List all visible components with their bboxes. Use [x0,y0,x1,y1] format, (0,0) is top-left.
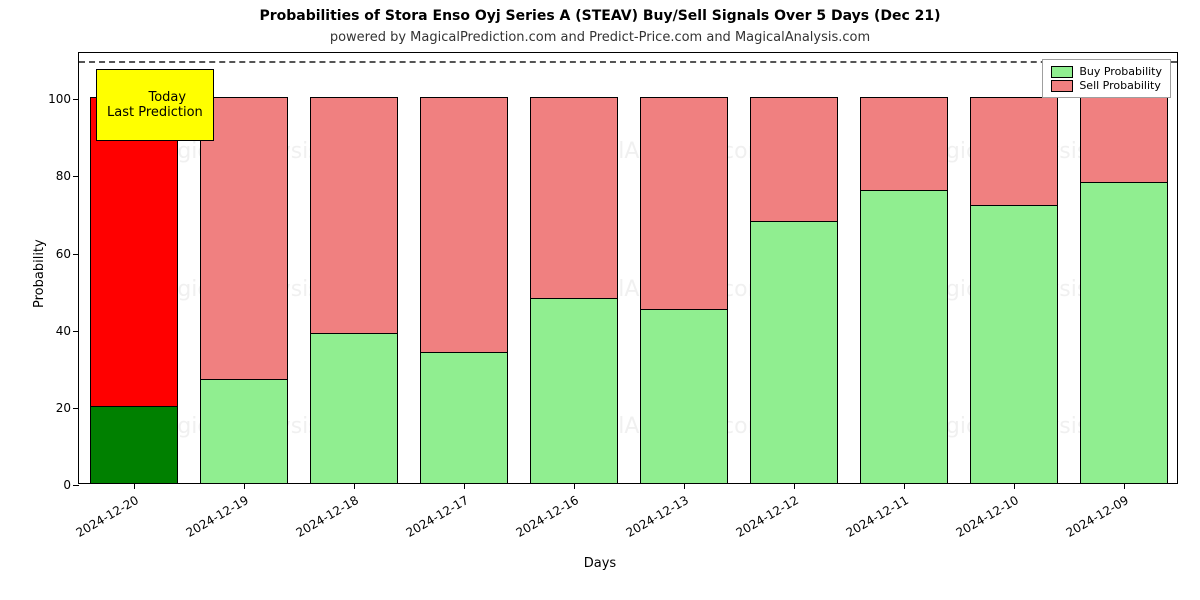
bar-group [640,97,728,483]
chart-subtitle: powered by MagicalPrediction.com and Pre… [0,30,1200,45]
y-tick-label: 60 [56,247,71,261]
sell-bar [750,97,838,220]
chart-title: Probabilities of Stora Enso Oyj Series A… [0,8,1200,24]
x-tick-mark [134,483,135,489]
bar-group [310,97,398,483]
bar-group [200,97,288,483]
x-tick-label: 2024-12-10 [954,493,1021,540]
x-tick-label: 2024-12-11 [844,493,911,540]
x-tick-label: 2024-12-19 [184,493,251,540]
bar-group [860,97,948,483]
x-tick-mark [1014,483,1015,489]
buy-bar [970,205,1058,483]
buy-bar [640,309,728,483]
legend-label: Buy Probability [1079,65,1162,78]
legend-swatch [1051,66,1073,78]
sell-bar [90,97,178,406]
y-tick-mark [73,331,79,332]
x-tick-label: 2024-12-12 [734,493,801,540]
sell-bar [310,97,398,332]
sell-bar [970,97,1058,205]
buy-bar [1080,182,1168,483]
x-tick-label: 2024-12-17 [404,493,471,540]
legend-label: Sell Probability [1079,79,1161,92]
bar-group [970,97,1058,483]
legend: Buy ProbabilitySell Probability [1042,59,1171,98]
bar-group [530,97,618,483]
sell-bar [640,97,728,309]
x-tick-label: 2024-12-20 [74,493,141,540]
buy-bar [420,352,508,483]
buy-bar [200,379,288,483]
legend-item: Sell Probability [1051,79,1162,92]
legend-swatch [1051,80,1073,92]
buy-bar [750,221,838,483]
y-tick-mark [73,254,79,255]
callout-text: Today Last Prediction [107,90,203,121]
figure: Probabilities of Stora Enso Oyj Series A… [0,0,1200,600]
x-tick-label: 2024-12-18 [294,493,361,540]
today-callout: Today Last Prediction [96,69,214,141]
x-tick-mark [904,483,905,489]
buy-bar [90,406,178,483]
y-tick-mark [73,485,79,486]
x-tick-mark [244,483,245,489]
x-tick-mark [574,483,575,489]
y-tick-label: 40 [56,324,71,338]
plot-area: MagicalAnalysis.comMagicalAnalysis.comMa… [78,52,1178,484]
bar-group [750,97,838,483]
buy-bar [310,333,398,483]
sell-bar [1080,97,1168,182]
x-tick-label: 2024-12-09 [1064,493,1131,540]
y-tick-mark [73,99,79,100]
buy-bar [860,190,948,483]
x-tick-label: 2024-12-16 [514,493,581,540]
y-tick-label: 20 [56,401,71,415]
y-axis-label: Probability [32,239,47,308]
x-axis-label: Days [0,556,1200,571]
y-tick-mark [73,176,79,177]
buy-bar [530,298,618,483]
bar-group [420,97,508,483]
x-tick-mark [794,483,795,489]
x-tick-mark [684,483,685,489]
x-tick-label: 2024-12-13 [624,493,691,540]
x-tick-mark [1124,483,1125,489]
bar-group [1080,97,1168,483]
sell-bar [530,97,618,298]
sell-bar [860,97,948,190]
bar-group [90,97,178,483]
y-tick-label: 80 [56,169,71,183]
y-tick-mark [73,408,79,409]
legend-item: Buy Probability [1051,65,1162,78]
x-tick-mark [354,483,355,489]
y-tick-label: 100 [48,92,71,106]
y-tick-label: 0 [63,478,71,492]
reference-line [79,61,1177,63]
sell-bar [420,97,508,352]
x-tick-mark [464,483,465,489]
